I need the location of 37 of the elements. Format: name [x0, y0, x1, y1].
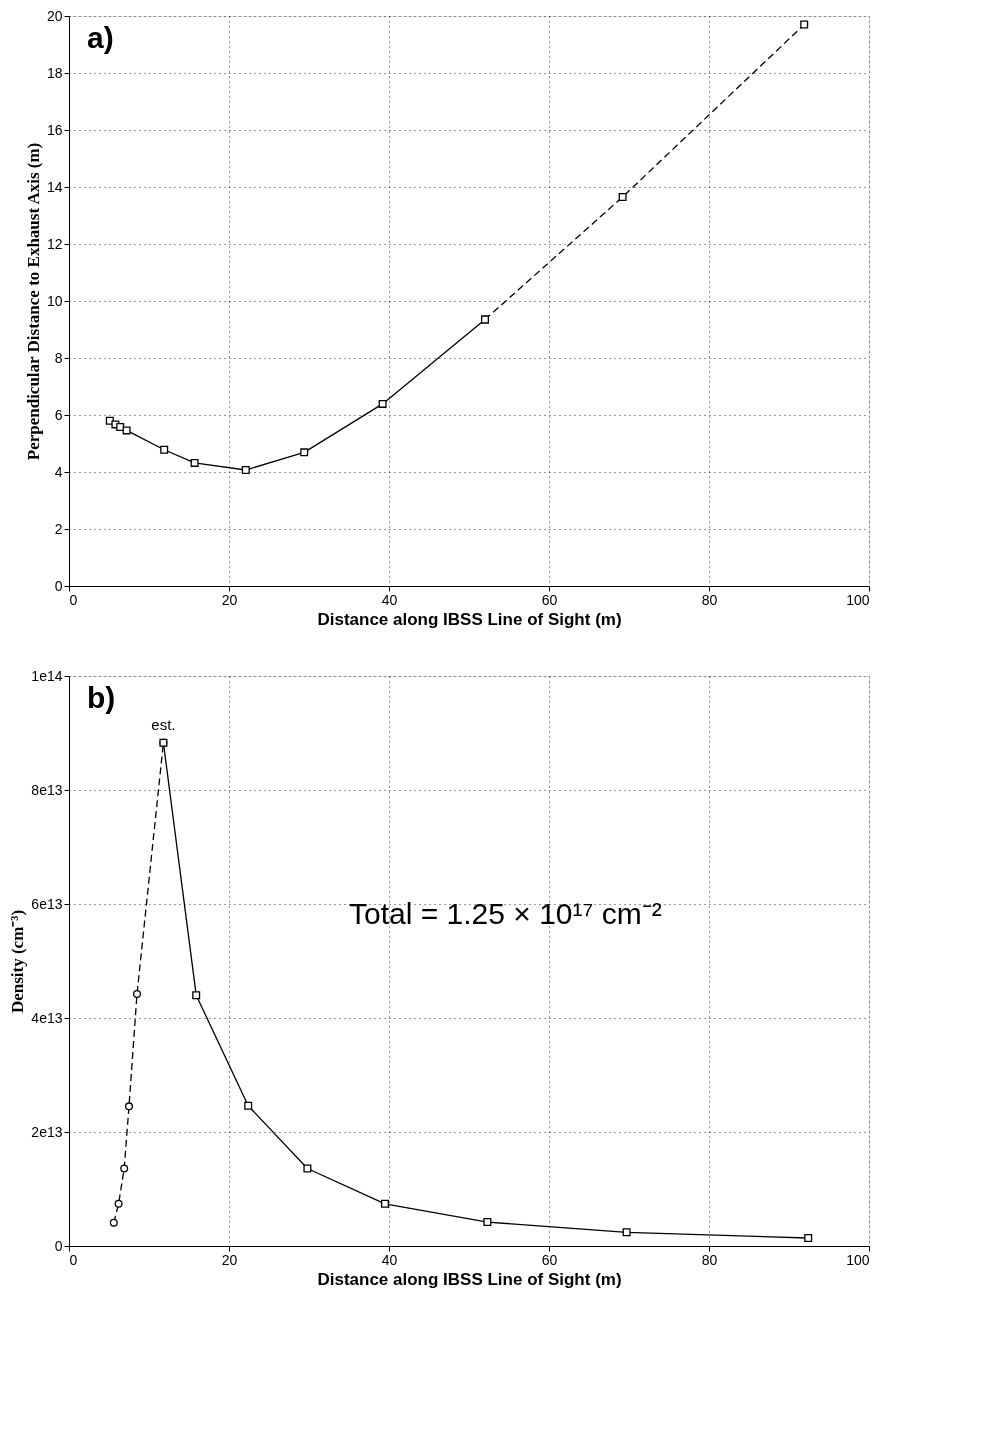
- annotation: Total = 1.25 × 10¹⁷ cm⁻²: [349, 897, 662, 931]
- y-axis-title: Density (cm⁻³): [8, 909, 28, 1014]
- y-tick-label: 10: [46, 292, 63, 309]
- y-tick-label: 0: [54, 1237, 63, 1254]
- annotation: est.: [151, 715, 176, 733]
- x-tick-label: 40: [381, 1251, 398, 1268]
- y-tick-label: 6: [54, 406, 63, 423]
- y-axis-title: Perpendicular Distance to Exhaust Axis (m): [23, 142, 43, 461]
- y-tick-label: 14: [46, 178, 63, 195]
- x-tick-label: 20: [221, 1251, 238, 1268]
- y-tick-label: 4e13: [31, 1009, 63, 1026]
- y-tick-label: 6e13: [31, 895, 63, 912]
- y-tick-label: 4: [54, 463, 63, 480]
- x-tick-label: 0: [69, 1251, 78, 1268]
- x-tick-label: 0: [69, 591, 78, 608]
- x-tick-label: 60: [541, 591, 558, 608]
- y-tick-label: 20: [46, 7, 63, 24]
- x-tick-label: 40: [381, 591, 398, 608]
- x-tick-label: 80: [701, 591, 718, 608]
- y-tick-label: 2: [54, 520, 63, 537]
- x-tick-label: 100: [846, 1251, 870, 1268]
- annotation: b): [87, 681, 116, 714]
- x-axis-title: Distance along IBSS Line of Sight (m): [317, 1269, 622, 1289]
- x-tick-label: 20: [221, 591, 238, 608]
- x-tick-label: 100: [846, 591, 870, 608]
- x-tick-label: 60: [541, 1251, 558, 1268]
- y-tick-label: 1e14: [31, 667, 63, 684]
- y-tick-label: 8e13: [31, 781, 63, 798]
- y-tick-label: 8: [54, 349, 63, 366]
- y-tick-label: 12: [46, 235, 63, 252]
- annotation: a): [87, 21, 114, 54]
- y-tick-label: 16: [46, 121, 63, 138]
- y-tick-label: 2e13: [31, 1123, 63, 1140]
- x-axis-title: Distance along IBSS Line of Sight (m): [317, 609, 622, 629]
- y-tick-label: 18: [46, 64, 63, 81]
- x-tick-label: 80: [701, 1251, 718, 1268]
- y-tick-label: 0: [54, 577, 63, 594]
